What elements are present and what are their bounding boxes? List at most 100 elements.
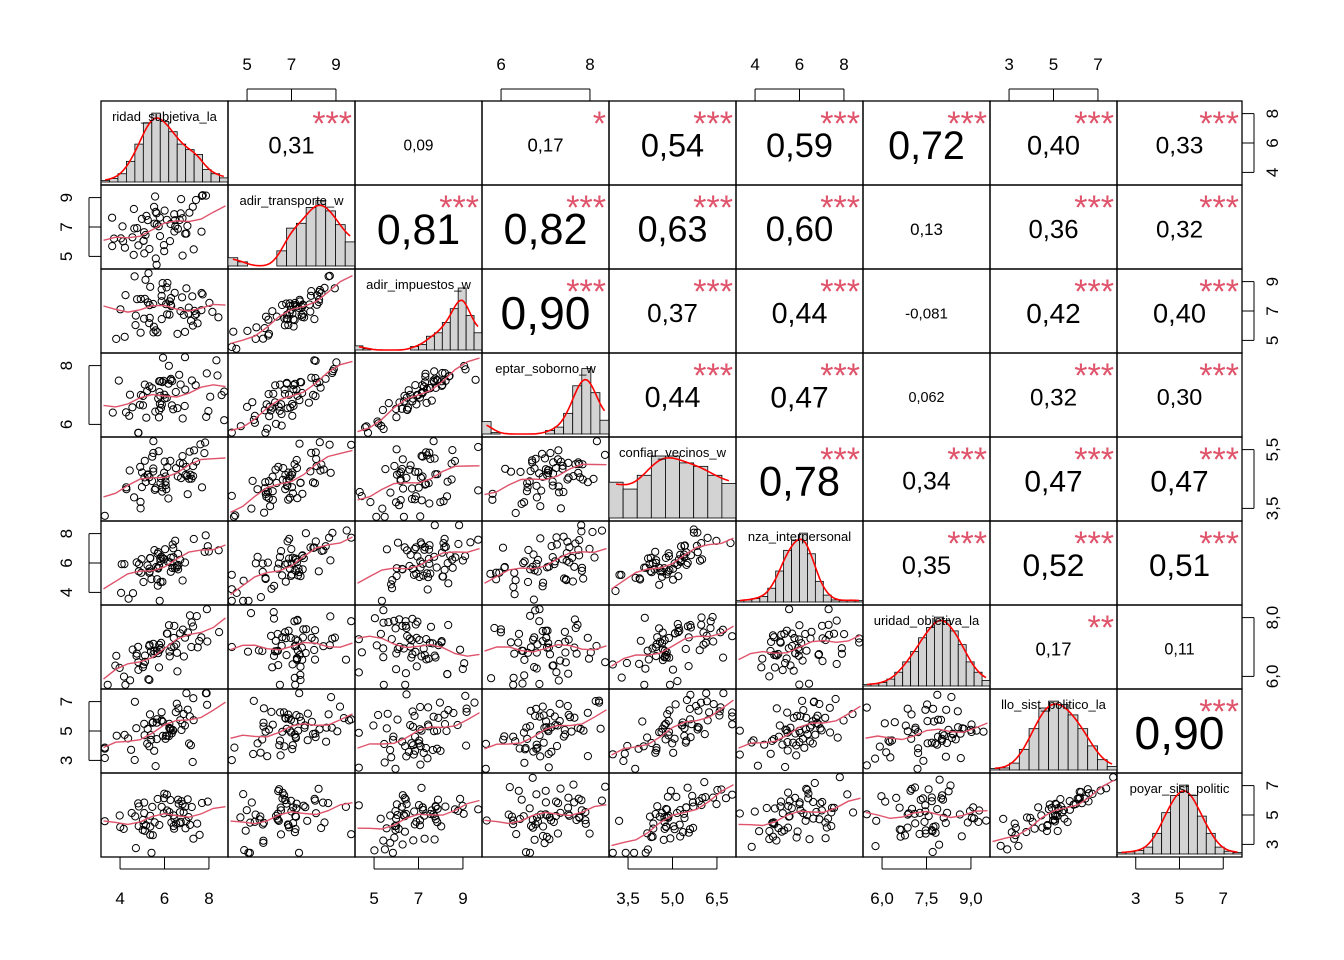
hist-bar (325, 210, 336, 267)
scatter-point (134, 665, 143, 675)
panel-3-4: 0,44*** (608, 352, 737, 438)
scatter-point (286, 715, 295, 724)
scatter-point (151, 407, 160, 416)
scatter-point (173, 667, 182, 676)
scatter-point (821, 834, 830, 843)
scatter-point (296, 478, 305, 488)
scatter-point (180, 353, 190, 362)
scatter-point (267, 584, 276, 593)
significance-stars: *** (566, 189, 606, 227)
scatter-point (938, 795, 948, 804)
hist-bar (185, 149, 195, 183)
scatter-point (600, 450, 610, 459)
smooth-line (484, 709, 607, 750)
significance-stars: * (593, 105, 606, 143)
scatter-point (227, 491, 236, 500)
scatter-point (765, 835, 774, 844)
correlation-value: 0,90 (1135, 707, 1225, 759)
scatter-point (275, 736, 285, 745)
scatter-point (556, 784, 565, 793)
scatter-point (862, 761, 871, 770)
scatter-point (431, 383, 440, 392)
scatter-point (544, 727, 553, 736)
scatter-point (597, 526, 607, 535)
scatter-point (636, 636, 645, 645)
scatter-point (131, 844, 140, 853)
scatter-point (362, 422, 371, 431)
correlation-value: 0,47 (1024, 465, 1082, 498)
smooth-line (230, 449, 353, 514)
correlation-value: 0,60 (766, 210, 834, 249)
scatter-point (583, 708, 592, 717)
scatter-point (996, 841, 1005, 850)
tick-label: 5 (369, 889, 378, 908)
scatter-point (171, 387, 180, 397)
scatter-point (312, 378, 321, 387)
scatter-point (157, 716, 166, 725)
scatter-point (289, 401, 298, 410)
scatter-point (668, 665, 678, 674)
scatter-point (315, 725, 324, 734)
correlation-value: 0,47 (770, 381, 828, 414)
scatter-point (377, 596, 386, 605)
scatter-point (455, 521, 464, 530)
scatter-point (119, 824, 128, 834)
scatter-point (461, 691, 470, 701)
scatter-point (412, 662, 421, 671)
scatter-point (248, 476, 257, 485)
panel-6-5 (735, 604, 864, 690)
scatter-point (793, 711, 802, 721)
scatter-point (202, 412, 211, 421)
scatter-point (672, 792, 681, 802)
scatter-point (471, 375, 480, 384)
scatter-point (151, 207, 160, 216)
scatter-point (835, 773, 844, 782)
hist-bar (193, 154, 203, 183)
scatter-point (310, 794, 319, 804)
scatter-point (276, 751, 285, 760)
hist-bar (168, 131, 178, 183)
scatter-point (392, 445, 401, 454)
variable-label: ridad_subjetiva_la (112, 109, 218, 124)
panel-3-2 (354, 352, 483, 438)
panel-2-8: 0,40*** (1116, 268, 1243, 354)
scatter-point (240, 846, 249, 855)
scatter-point (424, 573, 433, 582)
scatter-point (505, 783, 514, 792)
scatter-point (265, 412, 274, 421)
variable-label: adir_impuestos_w (366, 277, 471, 292)
scatter-point (283, 537, 292, 546)
scatter-point (275, 741, 284, 750)
scatter-point (151, 484, 160, 493)
hist-bar (176, 143, 187, 183)
scatter-point (668, 564, 678, 573)
tick-label: 4 (750, 55, 759, 74)
scatter-point (270, 581, 279, 590)
scatter-point (411, 620, 420, 629)
scatter-point (173, 224, 182, 233)
scatter-point (875, 742, 884, 751)
scatter-point (620, 749, 629, 758)
scatter-point (669, 822, 678, 831)
scatter-point (339, 714, 348, 723)
scatter-point (146, 553, 155, 563)
scatter-point (311, 392, 320, 401)
scatter-point (188, 292, 197, 301)
scatter-point (895, 825, 904, 834)
panel-3-3: eptar_soborno_w (481, 352, 610, 438)
panel-5-3 (481, 520, 610, 606)
scatter-point (631, 764, 640, 773)
scatter-point (118, 222, 127, 231)
scatter-point (583, 752, 593, 761)
hist-bar (636, 474, 652, 519)
hist-bar (665, 455, 680, 519)
scatter-point (247, 798, 256, 807)
scatter-point (500, 562, 509, 572)
scatter-point (402, 473, 411, 482)
scatter-point (278, 571, 287, 580)
correlation-value: 0,34 (902, 468, 951, 496)
panel-6-8: 0,11 (1116, 604, 1243, 690)
scatter-point (276, 830, 286, 839)
scatter-point (227, 342, 236, 352)
